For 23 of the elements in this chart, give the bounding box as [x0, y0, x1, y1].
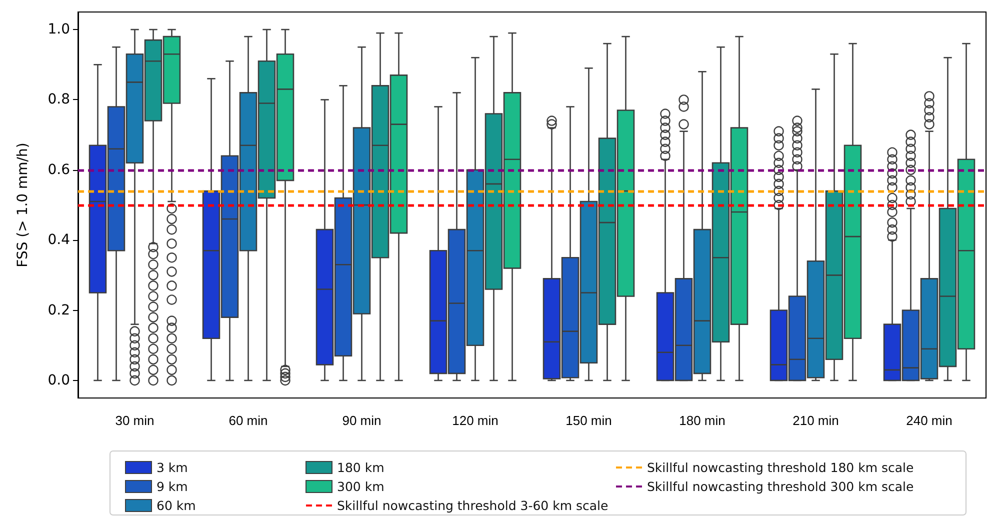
x-tick-label: 210 min: [792, 413, 839, 428]
x-tick-label: 60 min: [228, 413, 268, 428]
legend-label: 300 km: [337, 479, 384, 494]
y-tick-label: 0.8: [48, 92, 70, 108]
y-tick-label: 0.2: [48, 302, 70, 318]
x-tick-label: 240 min: [906, 413, 952, 428]
y-tick-label: 0.6: [48, 162, 70, 178]
y-axis-title: FSS (> 1.0 mm/h): [15, 142, 31, 268]
legend-label: Skillful nowcasting threshold 3-60 km scale: [337, 498, 608, 513]
legend-label: 60 km: [156, 498, 196, 513]
legend-label: Skillful nowcasting threshold 180 km scale: [647, 460, 914, 475]
x-tick-label: 150 min: [566, 413, 612, 428]
legend-label: 180 km: [337, 460, 384, 475]
legend-label: 9 km: [156, 479, 188, 494]
legend-label: Skillful nowcasting threshold 300 km scale: [647, 479, 914, 494]
y-tick-label: 1.0: [48, 22, 70, 38]
y-tick-label: 0.0: [48, 372, 70, 388]
x-tick-label: 30 min: [115, 413, 154, 428]
legend-label: 3 km: [156, 460, 188, 475]
x-tick-label: 180 min: [679, 413, 726, 428]
y-tick-label: 0.4: [48, 232, 70, 248]
x-tick-label: 90 min: [342, 413, 382, 428]
x-tick-label: 120 min: [452, 413, 498, 428]
